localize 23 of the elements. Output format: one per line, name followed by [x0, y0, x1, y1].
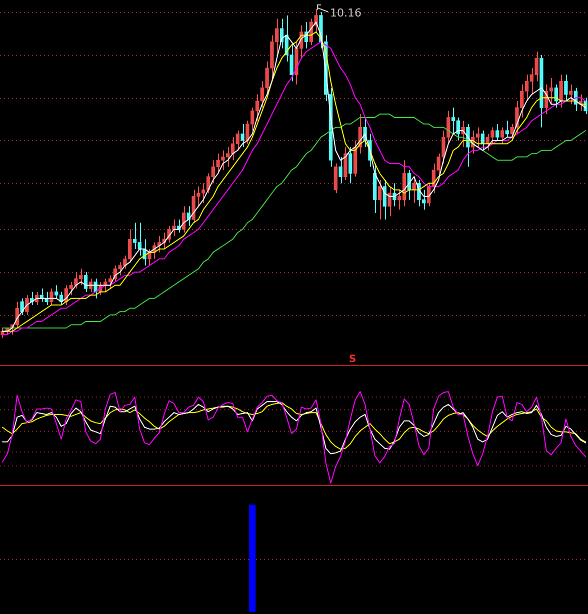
candlestick	[564, 74, 568, 102]
candlestick	[584, 97, 588, 115]
candlestick	[240, 124, 244, 148]
candlestick	[344, 146, 348, 180]
candlestick	[334, 163, 338, 194]
candlestick	[20, 298, 24, 316]
candlestick	[388, 186, 392, 217]
candlestick	[496, 124, 500, 141]
candlestick	[338, 156, 342, 184]
candlestick	[500, 126, 504, 144]
candlestick	[510, 124, 514, 141]
candlestick	[412, 176, 416, 204]
candlestick	[148, 248, 152, 266]
candlestick	[378, 179, 382, 220]
candlestick	[569, 84, 573, 105]
candlestick	[50, 288, 54, 306]
annotation: 10.16	[330, 6, 362, 20]
text: S	[349, 354, 356, 365]
candlestick	[25, 294, 29, 316]
candlestick	[348, 146, 352, 184]
candlestick	[466, 124, 470, 168]
candlestick	[480, 130, 484, 151]
candlestick	[559, 74, 563, 108]
